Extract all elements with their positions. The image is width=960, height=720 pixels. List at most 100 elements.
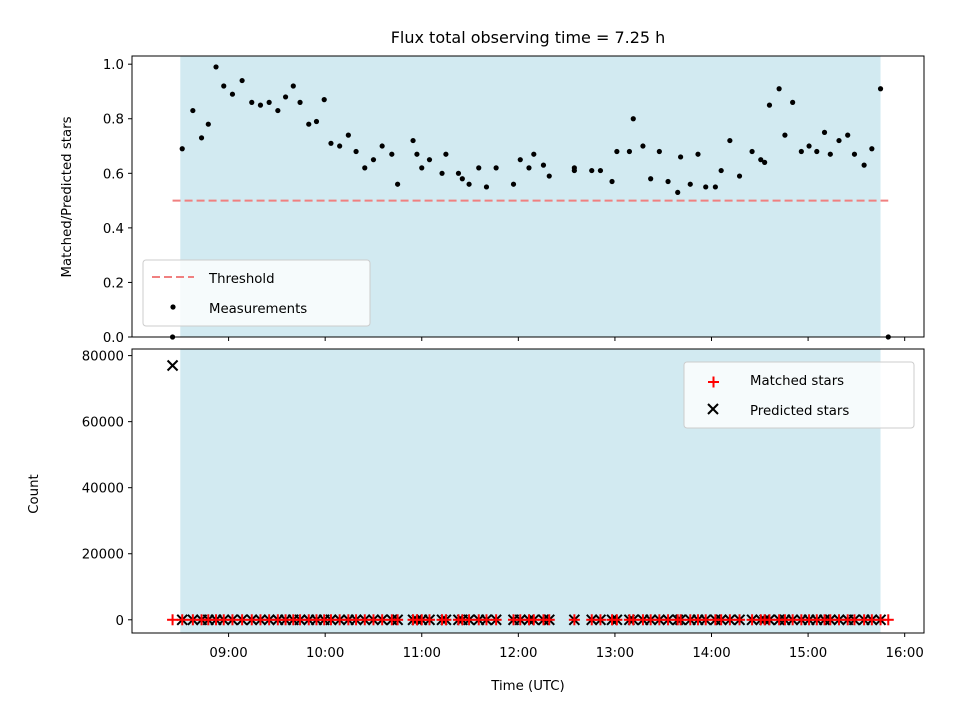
measurement-point: [877, 86, 884, 92]
measurement-point: [656, 148, 662, 155]
measurement-point: [695, 151, 701, 157]
matched-stars-point: [236, 614, 248, 626]
top-panel: Flux total observing time = 7.25 h 0.00.…: [60, 28, 925, 346]
legend-measurement-swatch: [170, 304, 176, 310]
measurement-point: [648, 176, 654, 182]
measurement-point: [814, 148, 820, 155]
measurement-point: [827, 151, 833, 157]
measurement-point: [483, 184, 490, 190]
measurement-point: [395, 181, 401, 187]
measurement-points: [169, 64, 891, 340]
measurement-point: [476, 165, 482, 171]
measurement-point: [762, 159, 768, 165]
measurement-point: [198, 135, 205, 141]
measurement-point: [345, 132, 351, 138]
measurement-point: [313, 118, 320, 125]
measurement-point: [306, 121, 312, 127]
measurement-point: [546, 173, 552, 179]
top-y-tick-label: 0.6: [103, 167, 124, 182]
bottom-y-tick-label: 60000: [82, 416, 124, 431]
legend-threshold-label: Threshold: [208, 272, 275, 287]
measurement-point: [213, 64, 219, 70]
measurement-point: [703, 184, 709, 190]
matched-stars-point: [480, 614, 492, 626]
measurement-point: [836, 137, 842, 144]
measurement-point: [419, 165, 425, 171]
top-y-tick-label: 0.8: [103, 113, 124, 128]
top-y-tick-label: 0.4: [103, 222, 124, 237]
matched-stars-point: [568, 614, 580, 626]
chart-title: Flux total observing time = 7.25 h: [391, 28, 666, 47]
measurement-point: [678, 154, 684, 160]
measurement-point: [389, 151, 395, 157]
measurement-point: [362, 165, 368, 171]
measurement-point: [665, 178, 671, 185]
matched-stars-point: [176, 614, 188, 626]
measurement-point: [640, 143, 646, 149]
measurement-point: [426, 157, 433, 163]
measurement-point: [571, 167, 577, 174]
matched-stars-point: [700, 614, 712, 626]
matched-stars-point: [423, 614, 435, 626]
measurement-point: [727, 137, 733, 144]
measurement-point: [229, 91, 236, 97]
bottom-y-tick-label: 20000: [82, 548, 124, 563]
legend-matched-swatch: [708, 376, 719, 388]
measurement-point: [239, 77, 245, 84]
legend-measurements-label: Measurements: [209, 302, 307, 317]
matched-stars-point: [594, 614, 606, 626]
measurement-point: [337, 143, 343, 149]
top-legend: Threshold Measurements: [142, 259, 371, 327]
measurement-point: [790, 99, 796, 105]
matched-stars-point: [440, 614, 452, 626]
measurement-point: [736, 173, 743, 179]
matched-stars-point: [543, 614, 555, 626]
top-y-tick-label: 0.0: [103, 331, 124, 346]
measurement-point: [290, 83, 296, 89]
measurement-point: [531, 151, 537, 157]
measurement-point: [205, 121, 211, 127]
measurement-point: [798, 148, 804, 155]
measurement-point: [510, 181, 517, 187]
measurement-point: [410, 137, 416, 144]
measurement-point: [275, 107, 281, 114]
measurement-point: [221, 83, 227, 89]
measurement-point: [282, 94, 289, 100]
legend-predicted-swatch: [707, 403, 719, 415]
measurement-point: [630, 116, 636, 122]
top-axes-frame: [131, 55, 925, 338]
measurement-point: [749, 148, 755, 155]
matched-stars-point: [392, 614, 404, 626]
x-tick-label: 15:00: [789, 646, 827, 661]
matched-stars-point: [662, 614, 674, 626]
measurement-point: [517, 157, 523, 163]
measurement-point: [540, 162, 547, 168]
top-y-ticks: 0.0 0.2 0.4 0.6 0.8 1.0: [103, 58, 132, 346]
bottom-y-axis-label: Count: [27, 474, 42, 514]
matched-stars-point: [675, 614, 687, 626]
measurement-point: [687, 181, 693, 187]
measurement-point: [257, 102, 264, 108]
bottom-panel: 0 20000 40000 60000 80000 09:00 10:00 11:00 12:…: [27, 348, 925, 694]
measurement-point: [328, 140, 334, 146]
measurement-point: [297, 99, 303, 105]
x-axis-label: Time (UTC): [490, 679, 565, 694]
matched-stars-point: [724, 614, 736, 626]
x-tick-label: 13:00: [596, 646, 634, 661]
measurement-point: [443, 151, 449, 157]
top-y-tick-label: 0.2: [103, 276, 124, 291]
x-tick-label: 16:00: [886, 646, 924, 661]
top-y-axis-label: Matched/Predicted stars: [60, 116, 75, 277]
measurement-point: [845, 132, 851, 138]
measurement-point: [776, 86, 782, 92]
measurement-point: [370, 157, 377, 163]
matched-stars-point: [376, 614, 388, 626]
measurement-point: [459, 176, 465, 182]
top-y-tick-label: 1.0: [103, 58, 124, 73]
measurement-point: [526, 165, 532, 171]
matched-stars-point: [226, 614, 238, 626]
measurement-point: [353, 148, 359, 155]
measurement-point: [414, 151, 420, 157]
measurement-point: [806, 143, 812, 149]
measurement-point: [782, 132, 788, 138]
